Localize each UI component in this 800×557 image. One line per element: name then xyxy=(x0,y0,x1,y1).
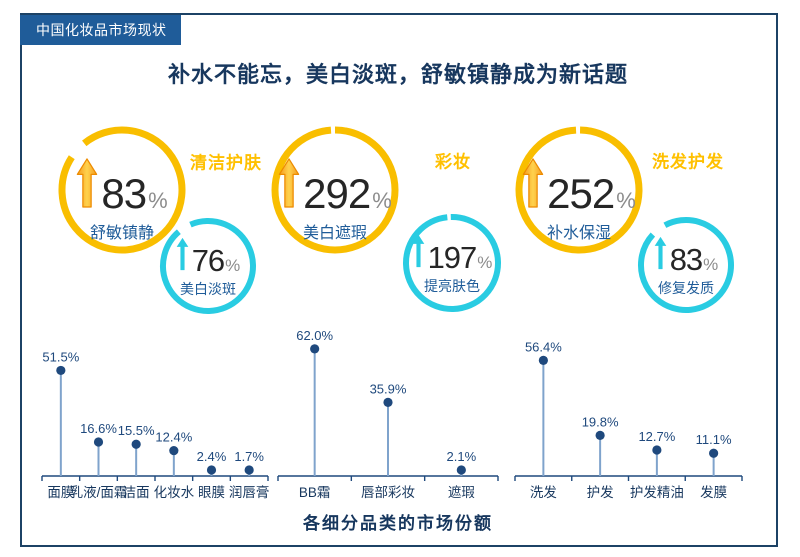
svg-text:洁面: 洁面 xyxy=(123,485,150,500)
up-arrow-icon xyxy=(654,236,667,270)
metric-cleansing-secondary: 76 % 美白淡斑 xyxy=(153,237,263,299)
metric-makeup-primary: 292 % 美白遮瑕 xyxy=(265,158,405,243)
metric-haircare-primary: 252 % 补水保湿 xyxy=(509,158,649,243)
percent-sign: % xyxy=(225,256,241,275)
svg-text:1.7%: 1.7% xyxy=(234,449,264,464)
category-label-makeup: 彩妆 xyxy=(435,152,471,172)
svg-text:发膜: 发膜 xyxy=(700,485,727,500)
up-arrow-icon xyxy=(176,237,189,271)
svg-text:护发: 护发 xyxy=(587,485,615,500)
metric-label: 提亮肤色 xyxy=(424,278,480,294)
svg-text:16.6%: 16.6% xyxy=(80,421,117,436)
ring-makeup-primary xyxy=(267,122,403,258)
svg-text:面膜: 面膜 xyxy=(47,485,74,500)
metric-value: 83 xyxy=(101,170,147,217)
svg-text:润唇膏: 润唇膏 xyxy=(229,484,270,500)
metric-value-row: 252 % xyxy=(522,158,636,216)
svg-text:2.1%: 2.1% xyxy=(447,449,477,464)
ring-cleansing-secondary xyxy=(156,214,260,318)
metric-cleansing-primary: 83 % 舒敏镇静 xyxy=(52,158,192,243)
ring-haircare-primary xyxy=(511,122,647,258)
svg-text:11.1%: 11.1% xyxy=(696,432,732,447)
metric-haircare-secondary: 83 % 修复发质 xyxy=(631,236,741,298)
svg-text:51.5%: 51.5% xyxy=(42,349,79,364)
page-frame xyxy=(20,13,778,547)
up-arrow-icon xyxy=(77,158,98,208)
svg-text:12.4%: 12.4% xyxy=(155,430,192,445)
svg-text:62.0%: 62.0% xyxy=(296,328,333,343)
page-title: 补水不能忘，美白淡斑，舒敏镇静成为新话题 xyxy=(167,62,628,87)
metric-value-row: 83 % xyxy=(76,158,168,217)
up-arrow-icon xyxy=(522,158,544,208)
percent-sign: % xyxy=(703,255,719,274)
metric-label: 补水保湿 xyxy=(546,225,611,242)
percent-sign: % xyxy=(372,188,392,213)
percent-sign: % xyxy=(477,253,493,272)
chart-caption: 各细分品类的市场份额 xyxy=(303,514,493,533)
metric-makeup-secondary: 197 % 提亮肤色 xyxy=(397,234,507,296)
ring-haircare-secondary xyxy=(634,213,738,317)
lollipop-chart-makeup: 62.0% BB霜 35.9% 唇部彩妆 2.1% 遮瑕 xyxy=(277,328,499,500)
svg-text:遮瑕: 遮瑕 xyxy=(448,485,476,500)
percent-sign: % xyxy=(616,188,636,213)
svg-text:2.4%: 2.4% xyxy=(197,449,227,464)
svg-text:15.5%: 15.5% xyxy=(118,423,155,438)
lollipop-chart-haircare: 56.4% 洗发 19.8% 护发 12.7% 护发精油 11.1% 发膜 xyxy=(514,339,743,500)
up-arrow-icon xyxy=(412,234,424,268)
metric-label: 修复发质 xyxy=(658,280,714,296)
metric-value: 292 xyxy=(303,170,371,217)
lollipop-chart-skincare: 51.5% 面膜 16.6% 乳液/面霜 15.5% 洁面 12.4% 化妆水 2.4% 眼膜 1.… xyxy=(41,349,270,500)
metric-value: 76 xyxy=(191,243,225,278)
up-arrow-icon xyxy=(278,158,300,208)
ring-cleansing-primary xyxy=(54,122,190,258)
percent-sign: % xyxy=(148,188,168,213)
metric-value-row: 292 % xyxy=(278,158,392,216)
category-label-haircare: 洗发护发 xyxy=(652,152,724,172)
svg-text:化妆水: 化妆水 xyxy=(154,485,195,500)
metric-value-row: 76 % xyxy=(176,237,241,278)
metric-label: 美白遮瑕 xyxy=(302,225,367,242)
svg-text:洗发: 洗发 xyxy=(530,485,558,500)
ring-makeup-secondary xyxy=(399,210,505,316)
metric-label: 美白淡斑 xyxy=(180,281,236,297)
svg-text:眼膜: 眼膜 xyxy=(198,485,225,500)
category-label-cleansing: 清洁护肤 xyxy=(190,153,262,173)
metric-value: 197 xyxy=(427,240,478,275)
svg-text:唇部彩妆: 唇部彩妆 xyxy=(361,485,415,500)
metric-value: 252 xyxy=(547,170,615,217)
svg-text:12.7%: 12.7% xyxy=(638,429,675,444)
svg-text:乳液/面霜: 乳液/面霜 xyxy=(70,485,128,500)
metric-label: 舒敏镇静 xyxy=(89,225,154,242)
metric-value-row: 83 % xyxy=(654,236,719,277)
metric-value: 83 xyxy=(669,242,703,277)
svg-text:BB霜: BB霜 xyxy=(299,485,331,500)
svg-text:护发精油: 护发精油 xyxy=(630,485,684,500)
svg-text:35.9%: 35.9% xyxy=(370,381,407,396)
svg-text:56.4%: 56.4% xyxy=(525,339,562,354)
svg-text:19.8%: 19.8% xyxy=(582,414,619,429)
metric-value-row: 197 % xyxy=(412,234,493,275)
header-badge: 中国化妆品市场现状 xyxy=(20,15,181,45)
